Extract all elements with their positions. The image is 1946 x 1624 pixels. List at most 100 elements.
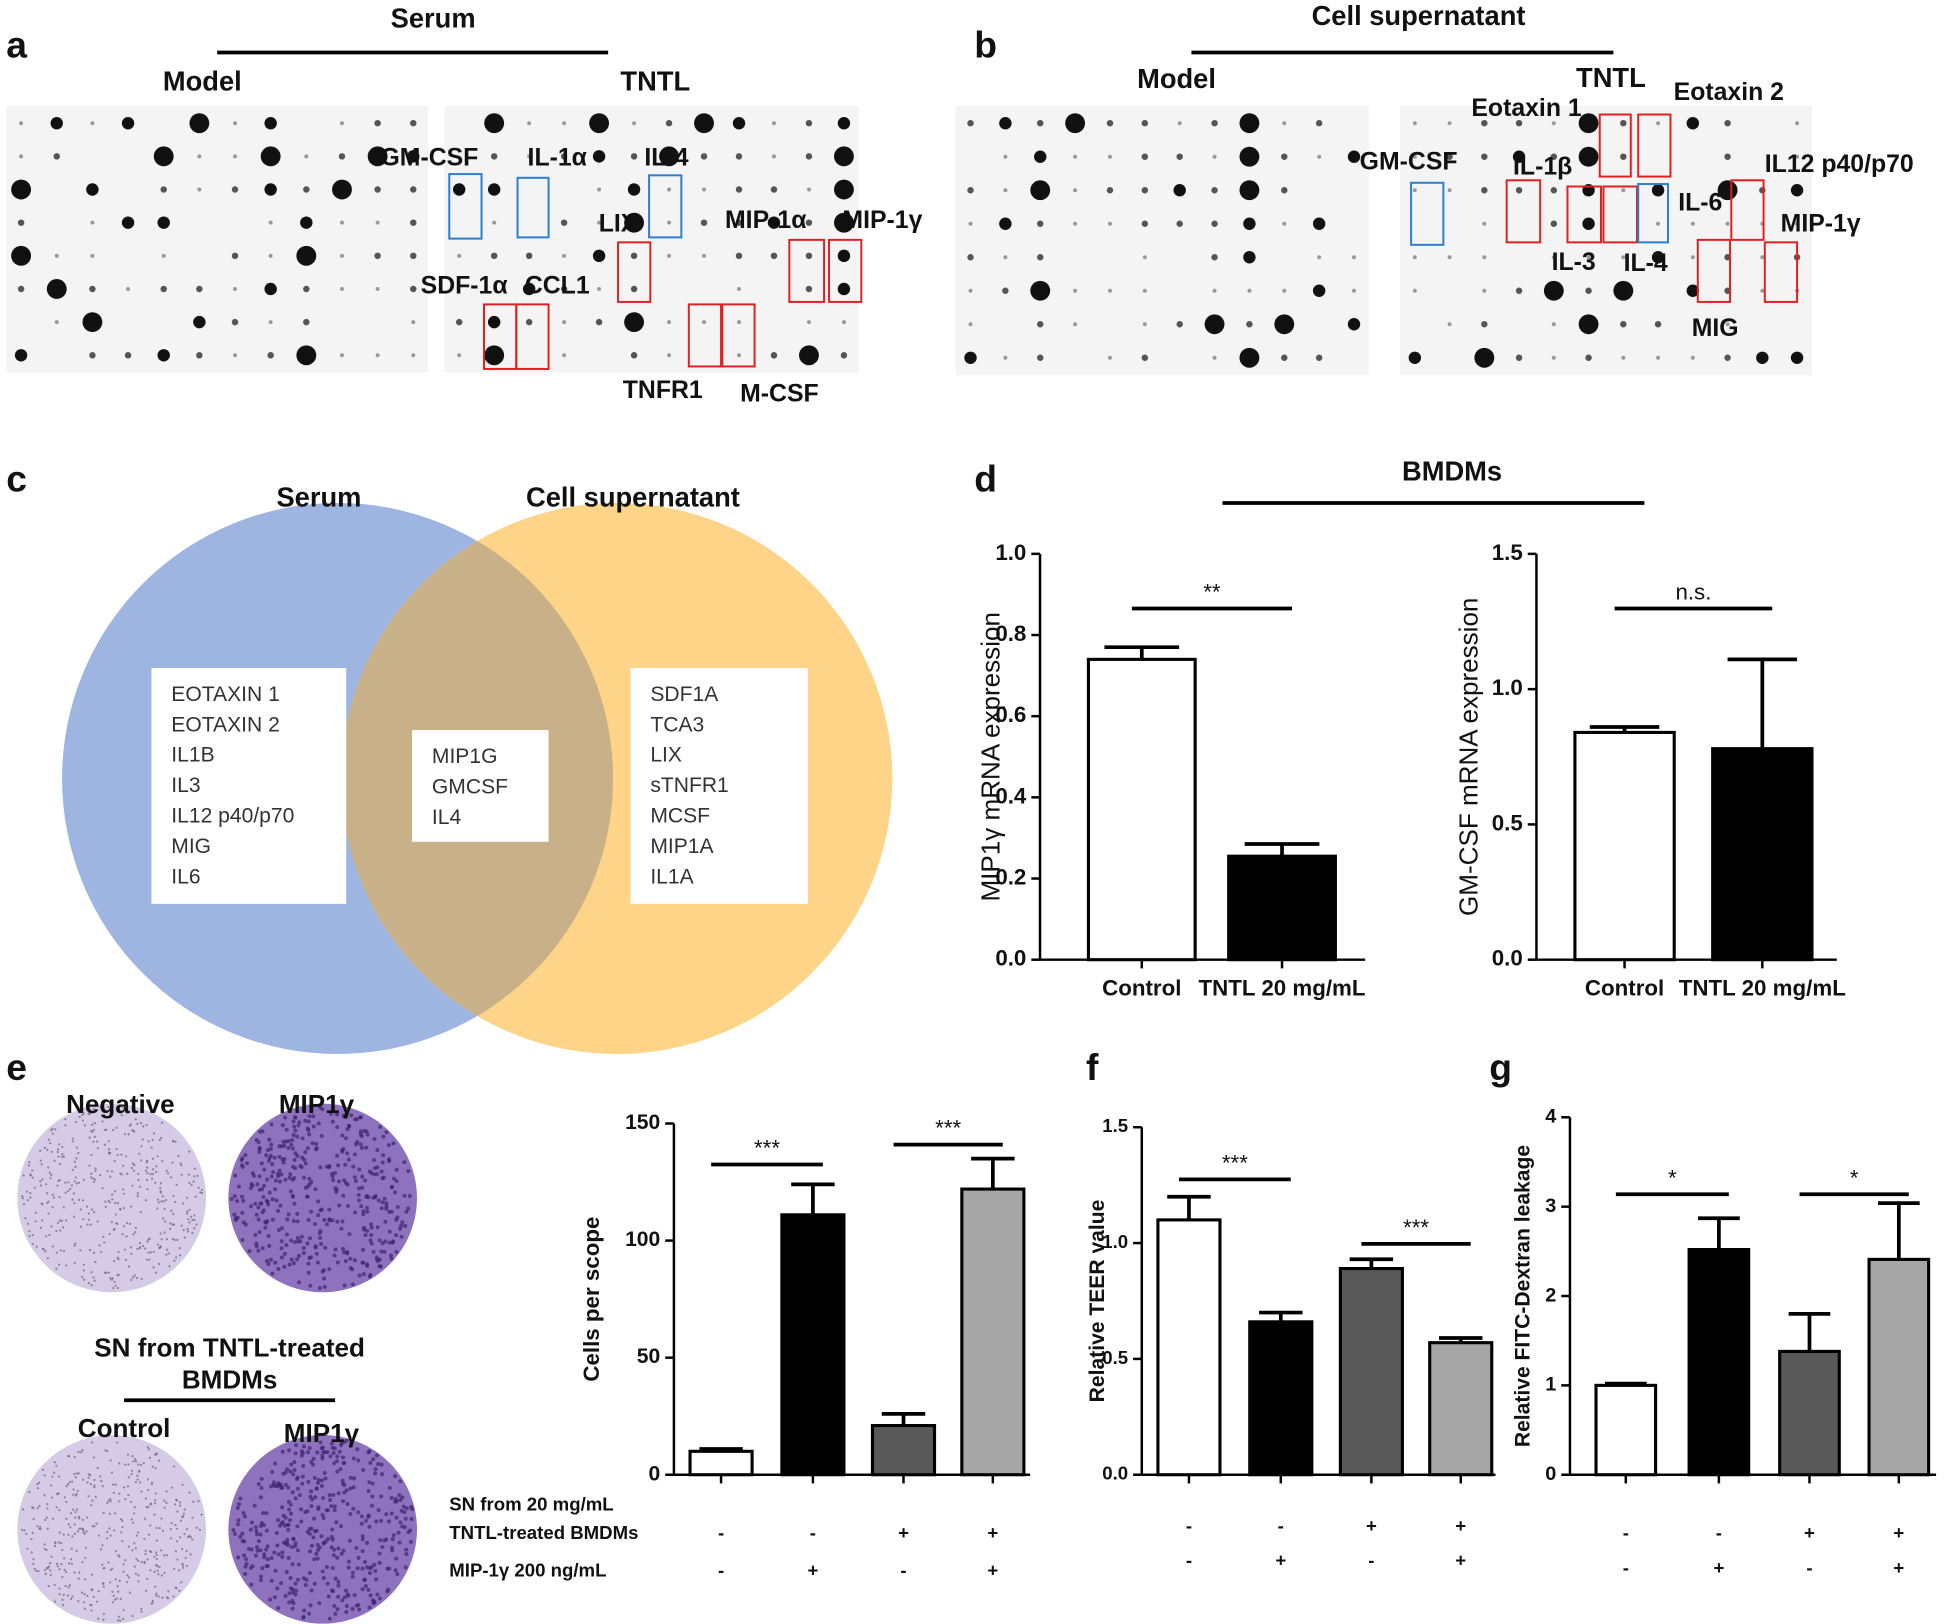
blot-spot	[1177, 121, 1182, 126]
well-speck	[342, 1250, 347, 1255]
blot-spot	[487, 315, 501, 329]
well-speck	[126, 1580, 129, 1584]
well-speck	[122, 1106, 125, 1110]
well-speck	[49, 1573, 52, 1577]
condition-sign: +	[1455, 1550, 1466, 1571]
condition-sign: -	[1186, 1550, 1192, 1571]
well-speck	[330, 1527, 335, 1532]
well-speck	[279, 1521, 284, 1526]
well-speck	[63, 1557, 66, 1560]
well-speck	[24, 1217, 27, 1220]
venn-item: MIG	[171, 835, 211, 858]
well-speck	[261, 1208, 266, 1213]
well-speck	[356, 1192, 361, 1197]
well-speck	[77, 1577, 80, 1580]
blot-spot	[834, 179, 854, 200]
well-speck	[149, 1569, 152, 1572]
well-speck	[102, 1612, 105, 1616]
well-speck	[337, 1203, 342, 1208]
well-speck	[187, 1218, 190, 1221]
well-speck	[327, 1207, 332, 1212]
well-speck	[165, 1248, 169, 1251]
well-speck	[359, 1145, 364, 1150]
well-speck	[287, 1591, 292, 1596]
well-speck	[133, 1506, 136, 1509]
well-speck	[151, 1138, 154, 1141]
well-speck	[95, 1600, 99, 1603]
blot-spot	[457, 353, 462, 358]
blot-spot	[19, 121, 24, 126]
well-speck	[268, 1153, 273, 1158]
well-speck	[62, 1533, 65, 1536]
well-speck	[377, 1551, 382, 1556]
well-speck	[182, 1512, 186, 1515]
highlight-box	[1505, 179, 1542, 244]
well-speck	[144, 1549, 147, 1552]
well-speck	[64, 1191, 67, 1194]
well-speck	[33, 1567, 36, 1570]
well-speck	[398, 1226, 402, 1231]
well-speck	[172, 1140, 175, 1143]
well-speck	[392, 1190, 397, 1195]
well-speck	[65, 1485, 68, 1488]
well-speck	[329, 1545, 334, 1550]
well-speck	[32, 1558, 35, 1561]
well-speck	[291, 1261, 296, 1266]
blot-spot	[1586, 255, 1591, 260]
well-speck	[86, 1594, 89, 1598]
blot-spot	[1620, 321, 1627, 328]
blot-spot	[196, 285, 203, 293]
well-speck	[74, 1176, 78, 1179]
blot-spot	[17, 219, 25, 226]
well-speck	[312, 1581, 317, 1586]
blot-spot	[805, 285, 813, 293]
well-speck	[176, 1558, 179, 1561]
blot-spot	[233, 121, 237, 126]
well-speck	[308, 1255, 313, 1260]
bar	[870, 1424, 937, 1477]
well-speck	[118, 1462, 121, 1465]
well-speck	[81, 1199, 85, 1202]
well-speck	[175, 1527, 179, 1530]
well-speck	[77, 1198, 81, 1202]
well-speck	[353, 1178, 358, 1183]
bar	[960, 1187, 1026, 1477]
well-speck	[253, 1553, 258, 1558]
blot-spot	[597, 286, 602, 291]
well-speck	[359, 1204, 364, 1209]
blot-spot	[737, 353, 741, 358]
x-tick-label: Control	[1102, 975, 1181, 1000]
well-speck	[43, 1494, 46, 1497]
well-speck	[254, 1532, 259, 1537]
well-speck	[40, 1163, 43, 1166]
well-speck	[102, 1618, 105, 1621]
well-speck	[312, 1557, 317, 1562]
well-speck	[254, 1244, 259, 1249]
venn-item: TCA3	[650, 713, 704, 736]
well-speck	[134, 1118, 137, 1121]
well-speck	[336, 1579, 341, 1584]
well-speck	[366, 1450, 371, 1455]
well-speck	[138, 1185, 141, 1188]
well-speck	[264, 1259, 269, 1264]
well-speck	[146, 1446, 149, 1449]
well-speck	[340, 1455, 345, 1460]
well-speck	[134, 1572, 138, 1576]
well-speck	[330, 1119, 335, 1124]
highlight-box	[648, 174, 683, 239]
well-speck	[122, 1192, 125, 1195]
well-speck	[193, 1167, 196, 1170]
well-speck	[315, 1260, 320, 1265]
blot-spot	[735, 153, 743, 160]
blot-spot	[1204, 314, 1225, 335]
well-speck	[126, 1485, 130, 1488]
x-tick-label: TNTL 20 mg/mL	[1198, 975, 1365, 1000]
well-speck	[124, 1258, 128, 1261]
well-speck	[313, 1187, 318, 1192]
blot-spot	[562, 353, 567, 358]
blot-spot	[1482, 288, 1487, 293]
well-speck	[87, 1473, 91, 1476]
well-speck	[332, 1504, 337, 1509]
well-speck	[336, 1491, 341, 1496]
well-speck	[324, 1164, 329, 1169]
